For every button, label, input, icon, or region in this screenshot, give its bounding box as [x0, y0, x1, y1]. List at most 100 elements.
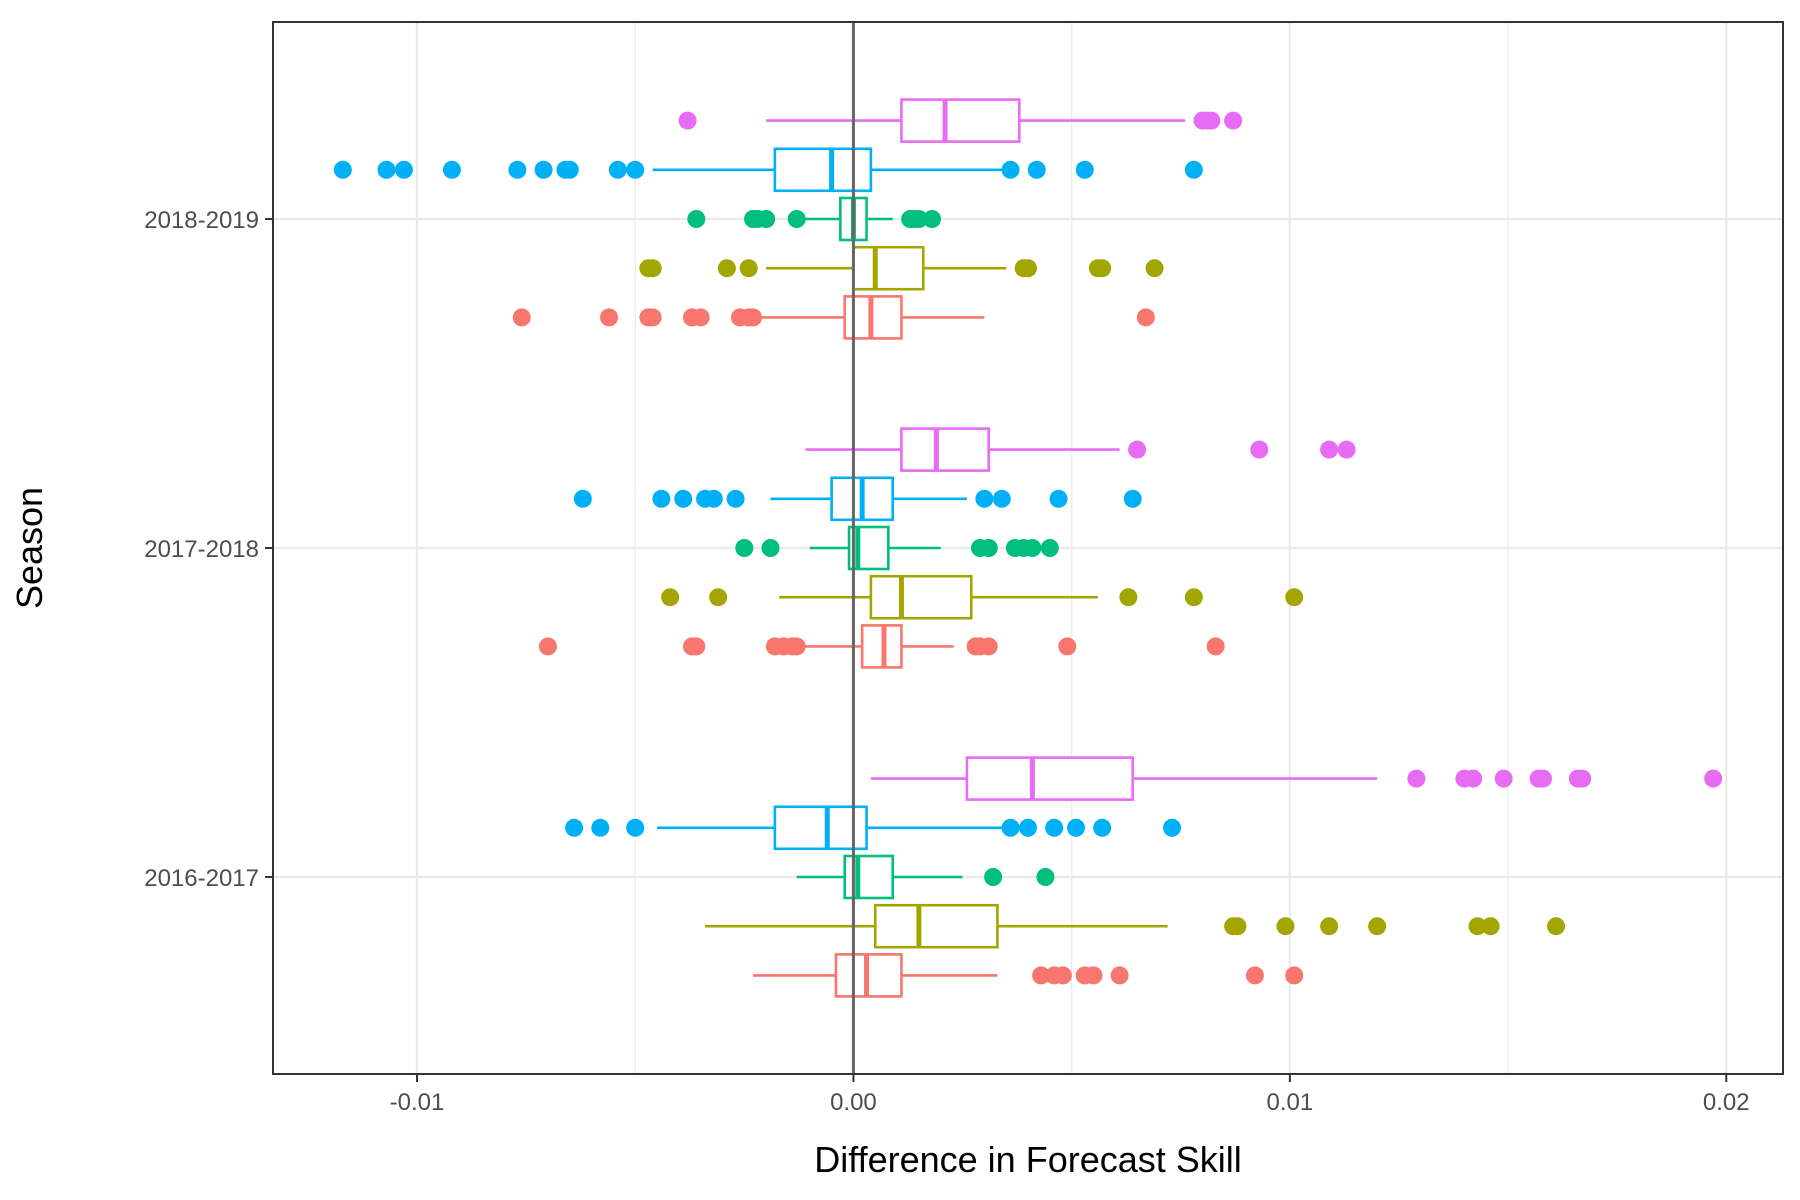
- outlier-point: [1573, 769, 1592, 788]
- outlier-point: [984, 868, 1003, 886]
- outlier-point: [512, 308, 531, 327]
- outlier-point: [1001, 818, 1020, 837]
- outlier-point: [674, 489, 693, 508]
- grid-lines: [273, 22, 1783, 1074]
- outlier-point: [1110, 966, 1129, 985]
- outlier-point: [1407, 769, 1426, 788]
- outlier-point: [1320, 440, 1339, 459]
- outlier-point: [1093, 259, 1112, 278]
- iqr-box: [843, 854, 895, 900]
- outlier-point: [591, 818, 610, 837]
- outlier-point: [1276, 917, 1295, 936]
- x-axis-title: Difference in Forecast Skill: [814, 1139, 1242, 1180]
- outlier-point: [1250, 440, 1269, 459]
- outlier-point: [704, 489, 723, 508]
- outlier-point: [1128, 440, 1147, 459]
- outlier-point: [739, 259, 758, 278]
- outlier-point: [1163, 818, 1182, 837]
- box-series-2: [705, 903, 1566, 949]
- outlier-point: [394, 160, 413, 179]
- outlier-point: [1040, 539, 1059, 557]
- outlier-point: [1494, 769, 1513, 788]
- outlier-point: [508, 160, 527, 179]
- axes: -0.01 0.00 0.01 0.02 2016-2017 2017-2018 2018-…: [144, 207, 1749, 1116]
- outlier-point: [643, 308, 662, 327]
- outlier-point: [787, 637, 806, 656]
- outlier-point: [1049, 489, 1068, 508]
- outlier-point: [1023, 539, 1042, 557]
- box-series-1: [538, 624, 1225, 669]
- outlier-point: [1533, 769, 1552, 788]
- x-tick-label: 0.01: [1266, 1089, 1313, 1116]
- outlier-point: [1001, 160, 1020, 179]
- outlier-point: [1547, 917, 1566, 936]
- outlier-point: [1245, 966, 1264, 985]
- outlier-point: [600, 308, 619, 327]
- outlier-point: [979, 637, 998, 656]
- box-series-2: [639, 245, 1164, 291]
- outlier-point: [709, 588, 728, 607]
- x-tick-label: 0.00: [830, 1089, 877, 1116]
- outlier-point: [1123, 489, 1142, 508]
- outlier-point: [909, 210, 928, 228]
- box-series-3: [735, 525, 1059, 571]
- outlier-point: [1468, 917, 1487, 936]
- outlier-point: [1053, 966, 1072, 985]
- iqr-box: [852, 245, 925, 291]
- iqr-box: [900, 427, 991, 472]
- outlier-point: [1036, 868, 1055, 886]
- box-series-5: [805, 427, 1356, 472]
- iqr-box: [869, 574, 973, 620]
- outlier-point: [1032, 966, 1051, 985]
- outlier-point: [1136, 308, 1155, 327]
- outlier-point: [1027, 160, 1046, 179]
- outlier-point: [1119, 588, 1138, 607]
- x-tick-label: -0.01: [390, 1089, 445, 1116]
- box-series-5: [678, 98, 1243, 143]
- season-group-2016-2017: [565, 756, 1723, 998]
- box-series-4: [573, 476, 1142, 522]
- outlier-point: [565, 818, 584, 837]
- outlier-point: [1320, 917, 1339, 936]
- outlier-point: [652, 489, 671, 508]
- outlier-point: [1058, 637, 1077, 656]
- outlier-point: [643, 259, 662, 278]
- outlier-point: [1337, 440, 1356, 459]
- season-group-2017-2018: [538, 427, 1356, 669]
- y-tick-label: 2017-2018: [144, 536, 259, 563]
- outlier-point: [573, 489, 592, 508]
- outlier-point: [560, 160, 579, 179]
- outlier-point: [1084, 966, 1103, 985]
- iqr-box: [965, 756, 1135, 801]
- iqr-box: [900, 98, 1021, 143]
- outlier-point: [442, 160, 461, 179]
- outlier-point: [1704, 769, 1723, 788]
- outlier-point: [1464, 769, 1483, 788]
- outlier-point: [735, 539, 754, 557]
- outlier-point: [1202, 111, 1221, 130]
- outlier-point: [538, 637, 557, 656]
- outlier-point: [1285, 966, 1304, 985]
- outlier-point: [922, 210, 941, 228]
- outlier-point: [1368, 917, 1387, 936]
- outlier-point: [608, 160, 627, 179]
- outlier-point: [678, 111, 697, 130]
- outlier-point: [744, 308, 763, 327]
- x-tick-label: 0.02: [1703, 1089, 1750, 1116]
- outlier-point: [1228, 917, 1247, 936]
- outlier-point: [1481, 917, 1500, 936]
- iqr-box: [873, 903, 999, 949]
- outlier-point: [691, 308, 710, 327]
- outlier-point: [757, 210, 776, 228]
- outlier-point: [979, 539, 998, 557]
- iqr-box: [773, 805, 868, 851]
- outlier-point: [687, 637, 706, 656]
- outlier-point: [1206, 637, 1225, 656]
- box-series-4: [565, 805, 1182, 851]
- outlier-point: [1019, 259, 1037, 278]
- outlier-point: [1075, 160, 1094, 179]
- outlier-point: [687, 210, 706, 228]
- outlier-point: [1067, 818, 1086, 837]
- y-tick-label: 2016-2017: [144, 865, 259, 892]
